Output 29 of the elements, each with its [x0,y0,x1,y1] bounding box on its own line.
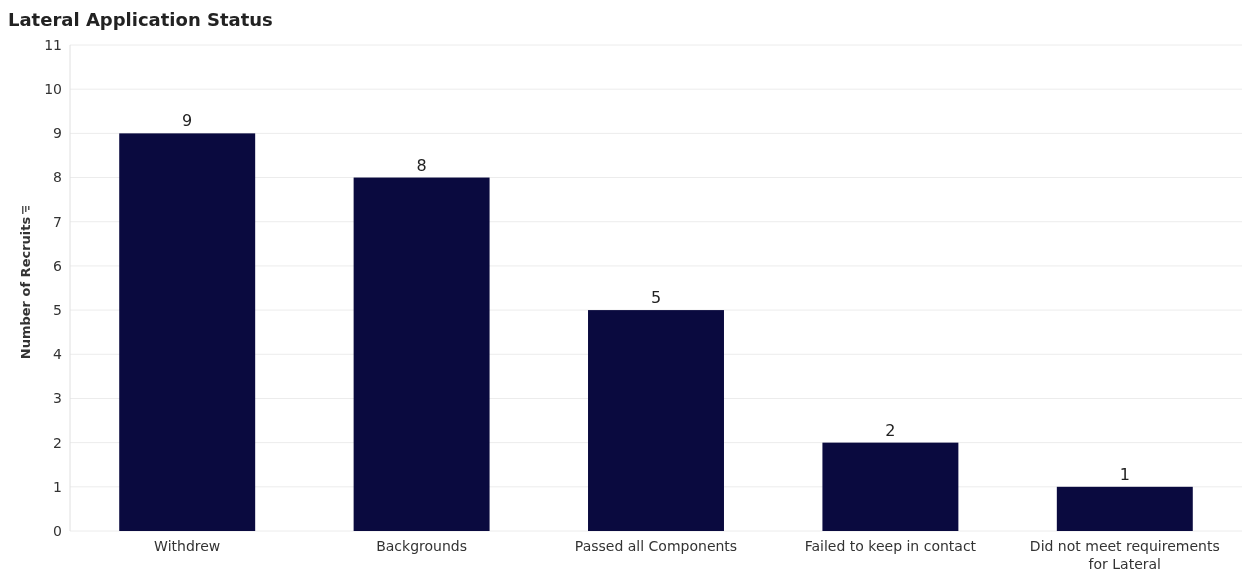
x-tick-label: Failed to keep in contact [804,538,977,554]
bar [353,177,490,531]
y-tick-label: 8 [53,169,62,186]
y-tick-label: 9 [53,125,62,142]
y-tick-label: 5 [53,301,62,318]
y-tick-label: 10 [44,81,62,98]
x-tick-label: Backgrounds [376,538,468,554]
x-tick-label: Withdrew [154,538,221,554]
data-label: 8 [416,155,427,175]
data-label: 5 [650,288,662,308]
y-tick-label: 11 [44,36,62,53]
data-label: 1 [1119,464,1130,484]
chart-title: Lateral Application Status [8,9,273,30]
y-tick-label: 2 [53,434,62,451]
bar [588,310,724,531]
y-axis-title: Number of Recruits [18,216,33,360]
bar [119,133,256,531]
bar [1056,486,1193,531]
x-tick-label: Did not meet requirements for Lateral [1029,538,1220,572]
x-tick-label: Passed all Components [574,538,738,554]
bar [822,442,959,531]
y-tick-label: 6 [53,257,63,274]
data-label: 2 [885,420,896,440]
y-tick-label: 1 [53,478,62,495]
y-tick-label: 3 [53,390,62,407]
y-tick-label: 0 [53,522,62,539]
y-tick-label: 4 [53,346,63,363]
y-tick-label: 7 [53,213,62,230]
data-label: 9 [182,111,193,131]
